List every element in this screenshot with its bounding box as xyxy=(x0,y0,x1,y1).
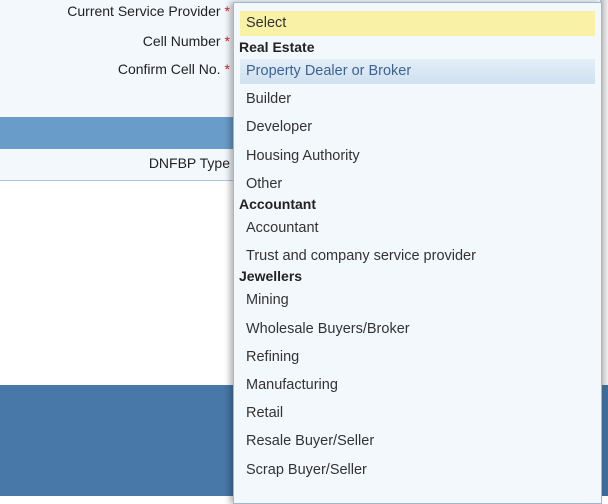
dropdown-option[interactable]: Trust and company service provider xyxy=(246,248,476,265)
dropdown-option[interactable]: Developer xyxy=(246,119,313,136)
dropdown-option[interactable]: Retail xyxy=(246,405,284,422)
cell-number-label: Cell Number * xyxy=(142,33,230,49)
scrollbar-track[interactable] xyxy=(600,385,608,496)
current-service-provider-label: Current Service Provider * xyxy=(67,3,230,19)
dropdown-option[interactable]: Scrap Buyer/Seller xyxy=(246,461,367,478)
dropdown-option[interactable]: Resale Buyer/Seller xyxy=(246,433,375,450)
dnfbp-type-dropdown-list[interactable]: Select Real Estate Property Dealer or Bro… xyxy=(233,2,602,504)
option-select[interactable]: Select xyxy=(240,11,595,36)
optgroup-label: Accountant xyxy=(239,196,316,212)
dropdown-option[interactable]: Other xyxy=(246,175,283,192)
dropdown-option[interactable]: Mining xyxy=(246,292,289,309)
dropdown-option[interactable]: Builder xyxy=(246,91,292,108)
dropdown-option[interactable]: Wholesale Buyers/Broker xyxy=(246,320,410,337)
dnfbp-type-label: DNFBP Type xyxy=(148,155,230,171)
optgroup-label: Jewellers xyxy=(239,268,303,285)
dropdown-option[interactable]: Housing Authority xyxy=(246,147,360,164)
dropdown-option[interactable]: Refining xyxy=(246,348,300,365)
optgroup-label: Real Estate xyxy=(239,39,315,55)
dropdown-option[interactable]: Accountant xyxy=(246,220,319,236)
scrollbar[interactable] xyxy=(600,0,608,385)
dropdown-option[interactable]: Property Dealer or Broker xyxy=(240,59,595,84)
dropdown-option[interactable]: Manufacturing xyxy=(246,377,338,393)
confirm-cell-label: Confirm Cell No. * xyxy=(117,61,230,77)
